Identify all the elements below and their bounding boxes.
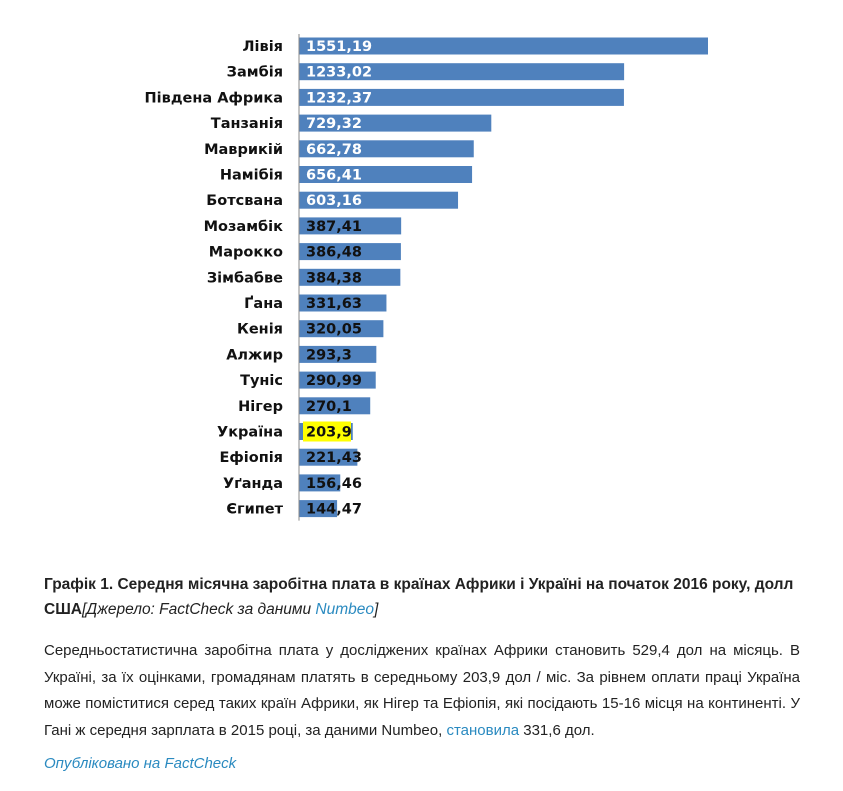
- category-label: Мозамбік: [204, 219, 284, 235]
- bar: [299, 191, 459, 209]
- bar: [299, 88, 624, 106]
- category-label: Нігер: [238, 399, 283, 415]
- highlight-label-background: [303, 421, 351, 442]
- bar: [299, 217, 402, 235]
- category-label: Марокко: [209, 245, 283, 261]
- caption-source-suffix: ]: [374, 601, 379, 618]
- bar: [299, 114, 492, 132]
- paragraph-text: Середньостатистична заробітна плата у до…: [44, 642, 800, 739]
- category-label: Кенія: [237, 322, 283, 338]
- bar: [299, 474, 341, 492]
- value-label: 144,47: [306, 502, 362, 518]
- value-label: 386,48: [306, 245, 362, 261]
- category-label: Ґана: [244, 295, 283, 312]
- bar-chart: Лівія 1551,19 Замбія 1233,02 Південа Африка 1…: [145, 34, 708, 521]
- value-label: 1551,19: [306, 39, 372, 55]
- bar: [299, 294, 387, 312]
- value-label: 662,78: [306, 142, 362, 158]
- chart-caption: Графік 1. Середня місячна заробітна плат…: [44, 572, 804, 622]
- bar: [299, 268, 401, 286]
- category-label: Уґанда: [223, 476, 283, 492]
- category-label: Південа Африка: [145, 90, 283, 106]
- value-label: 1232,37: [306, 90, 372, 106]
- bar: [299, 345, 377, 363]
- value-label: 387,41: [306, 219, 362, 235]
- published-on-link[interactable]: Опубліковано на FactCheck: [44, 755, 237, 772]
- value-label: 270,1: [306, 399, 352, 415]
- paragraph-link[interactable]: становила: [446, 721, 520, 739]
- category-label: Маврикій: [204, 142, 283, 158]
- paragraph-text-end: 331,6 дол.: [519, 721, 595, 739]
- value-label: 729,32: [306, 116, 362, 132]
- value-label: 603,16: [306, 193, 362, 209]
- category-label: Алжир: [226, 347, 283, 363]
- bar: [299, 243, 401, 261]
- category-label: Намібія: [220, 168, 283, 184]
- category-label: Замбія: [227, 65, 283, 81]
- bar: [299, 320, 384, 338]
- value-label: 1233,02: [306, 65, 372, 81]
- value-label: 290,99: [306, 373, 362, 389]
- value-label: 156,46: [306, 476, 362, 492]
- caption-source-prefix: [Джерело: FactCheck за даними: [81, 601, 316, 618]
- value-label: 203,9: [306, 425, 352, 441]
- category-label: Танзанія: [211, 116, 283, 132]
- bar: [299, 371, 376, 389]
- bar: [299, 397, 371, 415]
- category-label: Єгипет: [226, 502, 283, 518]
- caption-title: Графік 1. Середня місячна заробітна плат…: [44, 576, 794, 618]
- bars-group: Лівія 1551,19 Замбія 1233,02 Південа Африка 1…: [145, 37, 708, 518]
- bar: [299, 140, 474, 158]
- value-label: 384,38: [306, 270, 362, 286]
- value-label: 221,43: [306, 450, 362, 466]
- bar: [299, 448, 358, 466]
- value-label: 331,63: [306, 296, 362, 312]
- value-label: 656,41: [306, 168, 362, 184]
- article-paragraph: Середньостатистична заробітна плата у до…: [44, 638, 800, 744]
- bar: [299, 37, 708, 55]
- bar: [299, 500, 338, 518]
- category-label: Зімбабве: [207, 270, 283, 286]
- bar: [299, 63, 625, 81]
- category-label: Ефіопія: [219, 450, 283, 466]
- value-label: 320,05: [306, 322, 362, 338]
- bar: [299, 166, 473, 183]
- category-label: Україна: [217, 425, 283, 441]
- category-label: Туніс: [240, 373, 283, 389]
- caption-source-link[interactable]: Numbeo: [315, 601, 375, 618]
- category-label: Лівія: [243, 39, 283, 55]
- category-label: Ботсвана: [206, 193, 283, 209]
- value-label: 293,3: [306, 347, 352, 363]
